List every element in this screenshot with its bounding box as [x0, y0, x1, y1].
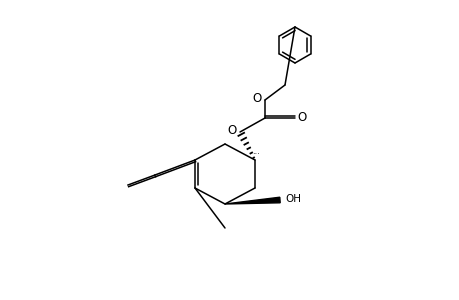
Text: O: O	[297, 110, 306, 124]
Polygon shape	[224, 197, 280, 204]
Text: ···: ···	[252, 150, 259, 159]
Text: O: O	[252, 92, 261, 104]
Text: O: O	[227, 124, 236, 136]
Text: OH: OH	[285, 194, 300, 204]
